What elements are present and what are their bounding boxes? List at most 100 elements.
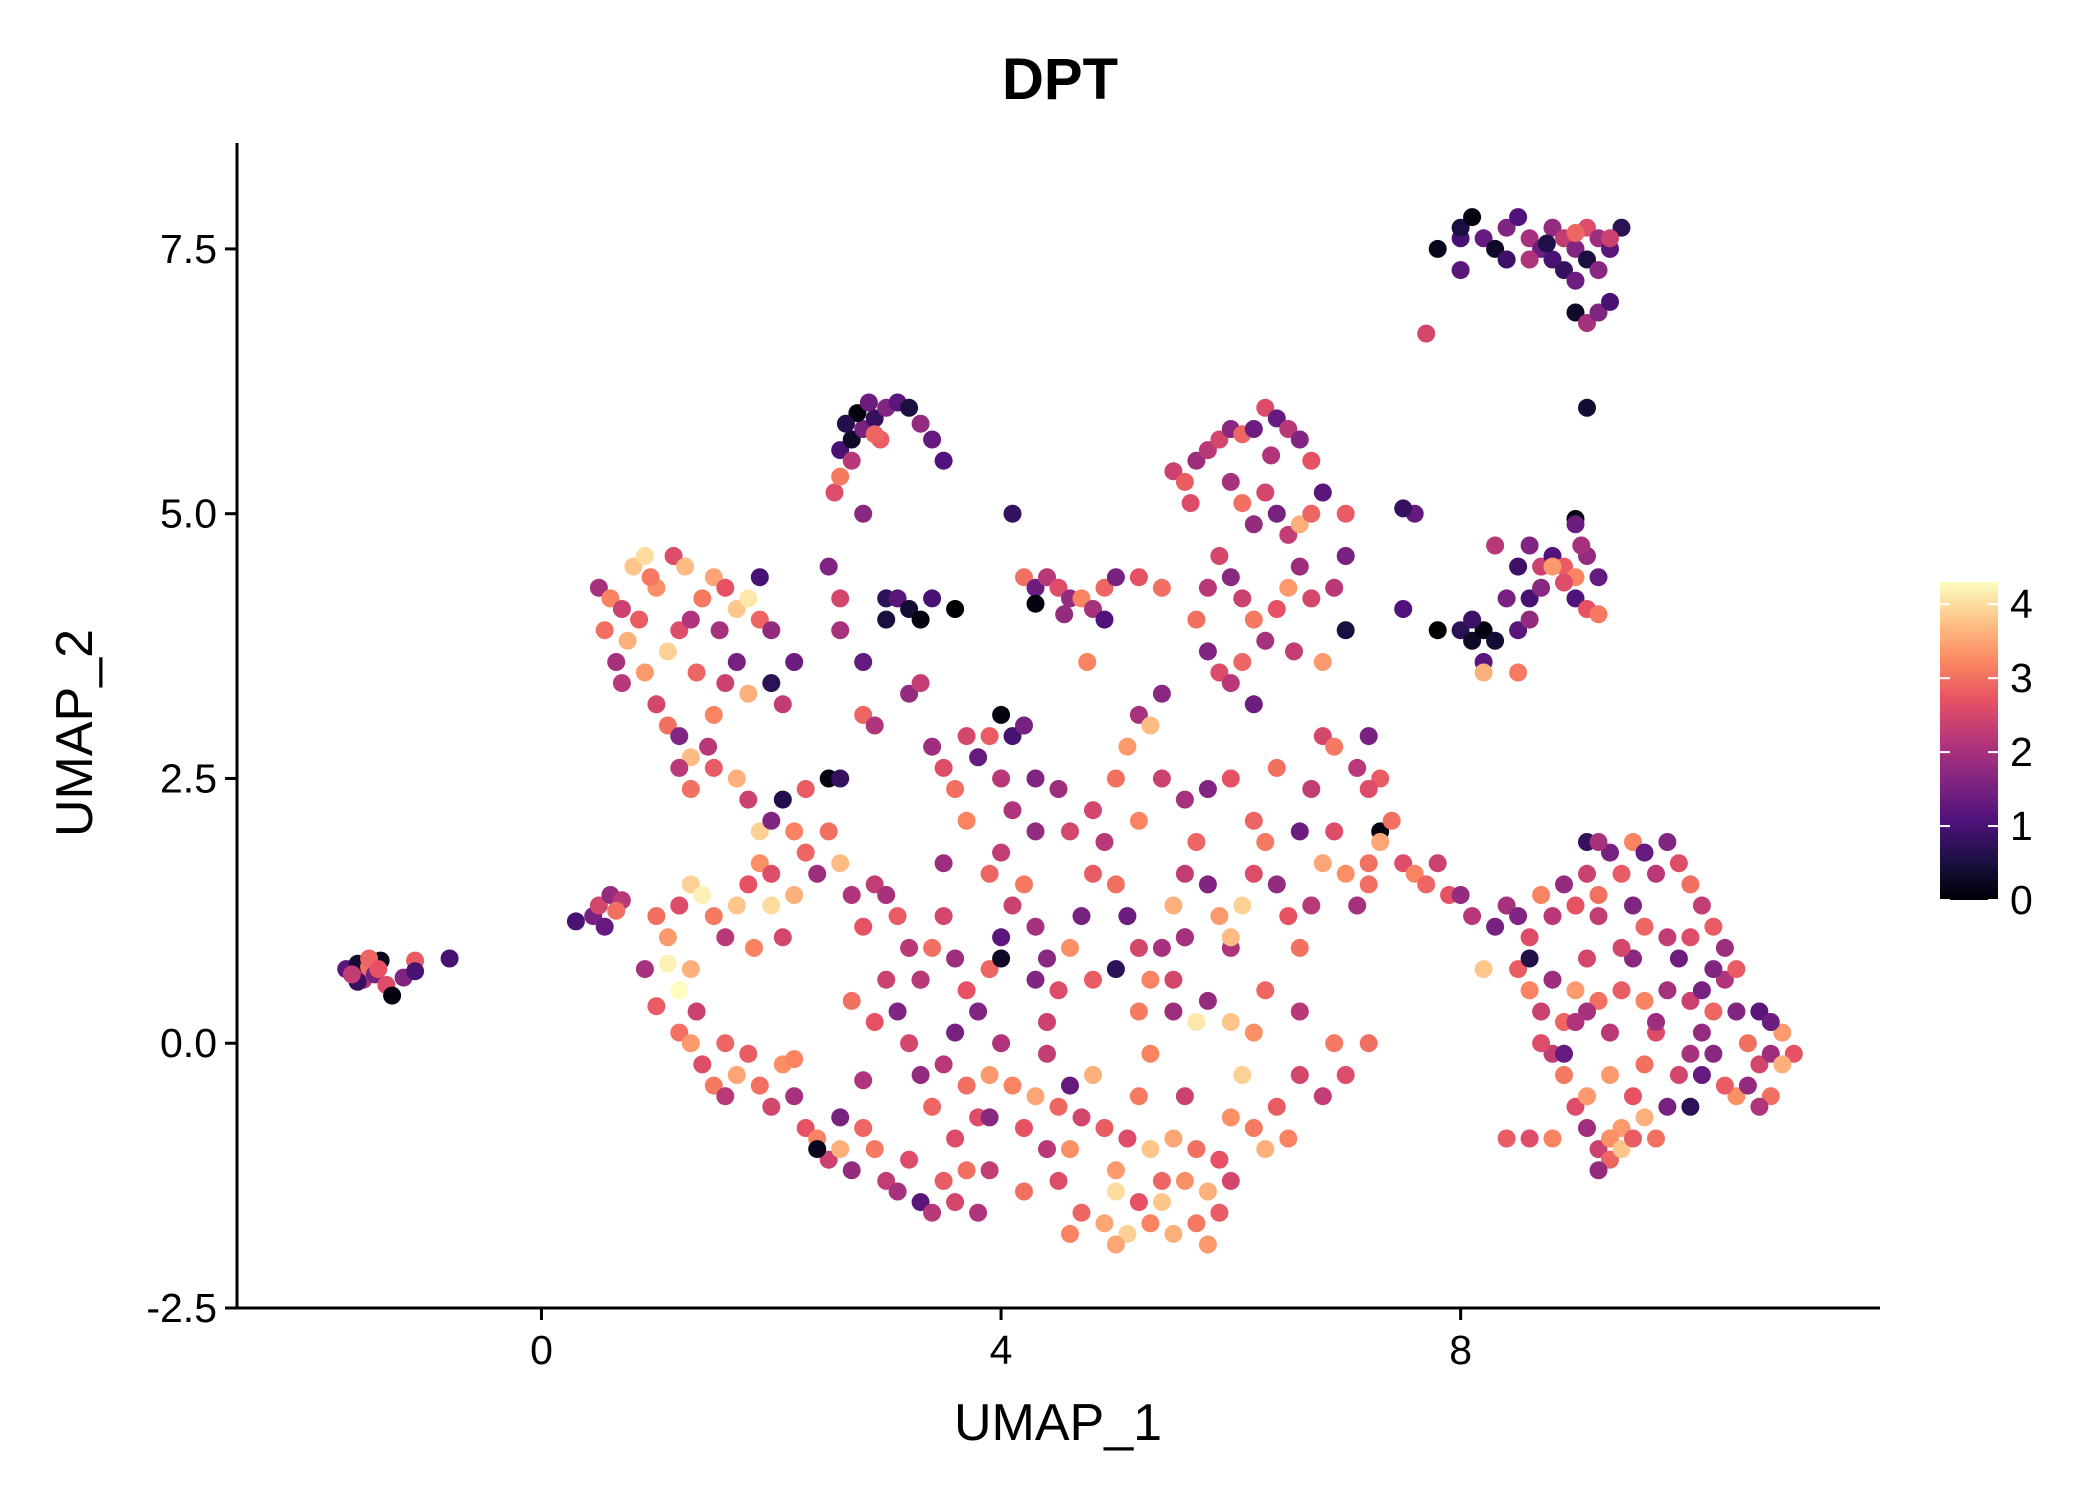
scatter-point [1566, 896, 1585, 915]
scatter-point [1256, 1140, 1275, 1159]
scatter-point [1152, 578, 1171, 597]
scatter-point [1727, 1087, 1746, 1106]
scatter-point [1532, 886, 1551, 904]
scatter-point [900, 600, 919, 618]
scatter-point [1497, 896, 1516, 915]
scatter-point [1164, 1129, 1183, 1148]
scatter-point [1026, 1087, 1045, 1106]
scatter-point [716, 1034, 735, 1053]
x-axis-title: UMAP_1 [954, 1394, 1162, 1452]
scatter-point [842, 430, 861, 449]
scatter-point [1244, 515, 1263, 534]
scatter-point [923, 589, 942, 608]
scatter-point [854, 917, 873, 936]
scatter-point [687, 1002, 706, 1021]
scatter-point [739, 790, 758, 809]
scatter-point [1221, 568, 1240, 587]
scatter-point [681, 960, 700, 979]
scatter-point [1394, 499, 1413, 518]
scatter-point [992, 705, 1011, 724]
scatter-point [957, 1076, 976, 1095]
scatter-point [1532, 1034, 1551, 1053]
scatter-point [819, 557, 838, 576]
scatter-point [946, 1129, 965, 1148]
scatter-point [1589, 605, 1608, 624]
scatter-point [1129, 568, 1148, 587]
scatter-point [670, 896, 689, 915]
scatter-point [980, 1161, 999, 1180]
scatter-point [877, 610, 896, 629]
scatter-point [1589, 568, 1608, 587]
scatter-point [1325, 1034, 1344, 1053]
scatter-point [1003, 504, 1022, 523]
y-axis-title: UMAP_2 [46, 629, 104, 837]
scatter-point [1566, 515, 1585, 534]
scatter-point [1198, 1182, 1217, 1201]
scatter-point [1129, 705, 1148, 724]
scatter-point [1681, 1044, 1700, 1063]
scatter-point [1601, 1129, 1619, 1148]
scatter-point [1233, 589, 1252, 608]
scatter-point [1279, 578, 1298, 597]
scatter-point [681, 610, 700, 629]
scatter-point [716, 674, 735, 693]
scatter-point [1566, 1097, 1585, 1116]
scatter-point [1589, 886, 1608, 904]
scatter-point [1371, 769, 1390, 788]
y-tick-label: -2.5 [146, 1285, 217, 1331]
scatter-point [1715, 938, 1734, 957]
scatter-point [1049, 780, 1068, 798]
y-tick-label: 2.5 [160, 755, 217, 801]
scatter-point [1658, 981, 1677, 1000]
scatter-point [1635, 843, 1654, 862]
scatter-point [1198, 1235, 1217, 1254]
scatter-point [1681, 1097, 1700, 1116]
scatter-point [1152, 1171, 1171, 1190]
scatter-point [1566, 239, 1585, 258]
scatter-point [727, 653, 746, 671]
scatter-point [1015, 1119, 1033, 1137]
scatter-point [1313, 653, 1332, 671]
scatter-point [1336, 504, 1355, 523]
scatter-point [1578, 1087, 1596, 1106]
scatter-point [440, 949, 459, 968]
scatter-point [1290, 938, 1309, 957]
scatter-point [1267, 504, 1286, 523]
scatter-point [1084, 970, 1102, 989]
scatter-point [888, 907, 907, 926]
scatter-point [716, 928, 735, 947]
chart-title: DPT [1002, 47, 1118, 112]
scatter-point [1612, 938, 1631, 957]
scatter-point [704, 1076, 723, 1095]
scatter-point [1198, 578, 1217, 597]
scatter-point [1578, 1002, 1596, 1021]
scatter-point [831, 467, 850, 486]
scatter-point [1061, 1224, 1079, 1243]
scatter-point [710, 621, 729, 640]
scatter-point [1233, 653, 1252, 671]
scatter-point [670, 1023, 689, 1042]
scatter-point [842, 1161, 861, 1180]
colorbar-ticks: 0 1 2 3 4 [1940, 581, 2033, 923]
scatter-point [1601, 1150, 1619, 1169]
scatter-point [831, 621, 850, 640]
scatter-point [1095, 1214, 1114, 1233]
scatter-point [658, 954, 677, 973]
scatter-point [762, 1097, 781, 1116]
scatter-point [865, 875, 884, 894]
scatter-point [1302, 451, 1321, 470]
scatter-point [1279, 420, 1298, 438]
scatter-point [957, 811, 976, 830]
scatter-point [1566, 271, 1585, 290]
scatter-point [1589, 991, 1608, 1010]
scatter-point [888, 1182, 907, 1201]
scatter-point [1106, 1182, 1125, 1201]
scatter-point [1692, 896, 1711, 915]
scatter-point [704, 907, 723, 926]
scatter-point [1601, 229, 1619, 248]
scatter-point [1078, 653, 1097, 671]
scatter-point [934, 758, 953, 777]
scatter-point [923, 938, 942, 957]
scatter-point [900, 938, 919, 957]
scatter-point [1325, 578, 1344, 597]
